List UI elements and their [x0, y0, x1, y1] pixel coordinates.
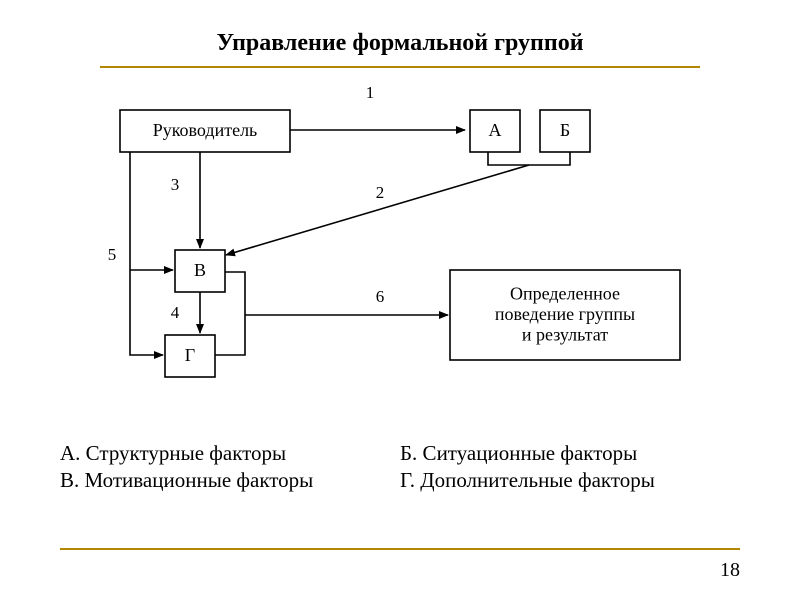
legend-item-B: Б. Ситуационные факторы — [400, 440, 740, 467]
footer-line — [60, 548, 740, 550]
legend-row: А. Структурные факторы Б. Ситуационные ф… — [60, 440, 740, 467]
edge-label-e2: 2 — [376, 183, 385, 202]
node-label-result: Определенное — [510, 283, 620, 303]
edge-e_AB — [488, 152, 570, 165]
legend: А. Структурные факторы Б. Ситуационные ф… — [60, 440, 740, 495]
diagram-svg: Руководитель А Б В Г Определенноеповедение гр… — [80, 80, 720, 410]
edge-e2 — [226, 165, 529, 255]
node-label-result: поведение группы — [495, 304, 635, 324]
page-number: 18 — [720, 559, 740, 582]
node-label-G: Г — [185, 345, 195, 365]
legend-item-G: Г. Дополнительные факторы — [400, 467, 740, 494]
title-underline — [100, 66, 700, 68]
legend-item-A: А. Структурные факторы — [60, 440, 400, 467]
node-label-V: В — [194, 260, 206, 280]
edge-label-e5a: 5 — [108, 245, 117, 264]
node-label-B: Б — [560, 120, 570, 140]
node-label-leader: Руководитель — [153, 120, 258, 140]
legend-row: В. Мотивационные факторы Г. Дополнительн… — [60, 467, 740, 494]
slide: Управление формальной группой Руководите… — [0, 0, 800, 600]
node-label-A: А — [489, 120, 502, 140]
edge-label-e6: 6 — [376, 287, 385, 306]
slide-title: Управление формальной группой — [0, 30, 800, 57]
edge-label-e1: 1 — [366, 83, 375, 102]
edge-label-e3: 3 — [171, 175, 180, 194]
edge-e5a — [130, 152, 163, 355]
flowchart-diagram: Руководитель А Б В Г Определенноеповедение гр… — [80, 80, 720, 410]
node-label-result: и результат — [522, 325, 608, 345]
edge-label-e4: 4 — [171, 303, 180, 322]
legend-item-V: В. Мотивационные факторы — [60, 467, 400, 494]
